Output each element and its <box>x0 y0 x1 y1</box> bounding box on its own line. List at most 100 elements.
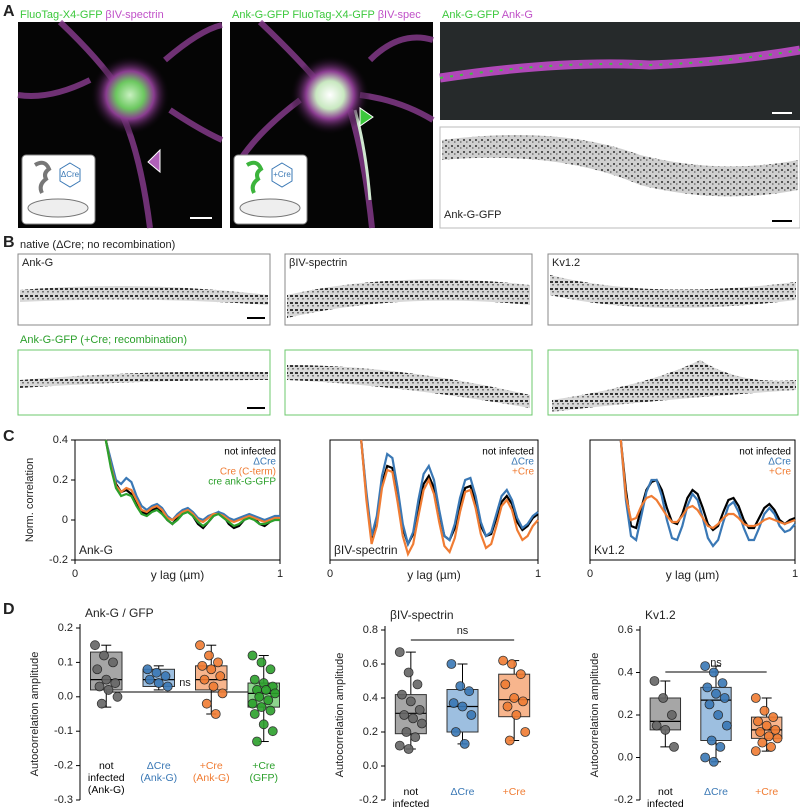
seahorse-icon <box>33 160 52 194</box>
y-axis-label: Autocorrelation amplitude <box>29 652 41 777</box>
data-point <box>412 679 423 690</box>
y-tick-label: 0.1 <box>58 656 73 668</box>
data-point <box>110 678 121 688</box>
category-label: not <box>99 760 114 772</box>
data-point <box>700 661 711 672</box>
row-title: Ank-G-GFP (+Cre; recombination) <box>20 334 187 346</box>
x-tick-label: 1 <box>535 568 541 580</box>
series-line <box>360 439 539 557</box>
panel-label: B <box>3 234 15 251</box>
panel-label: D <box>3 601 15 618</box>
data-point <box>265 705 276 716</box>
panel-inner-label: Kv1.2 <box>594 543 625 557</box>
y-tick-label: 0 <box>62 514 68 526</box>
data-point <box>254 691 265 702</box>
panel-inner-label: βIV-spectrin <box>334 543 398 557</box>
image-caption: Ank-G-GFP FluoTag-X4-GFP βIV-spec <box>232 9 421 21</box>
data-point <box>719 693 730 703</box>
data-point <box>753 716 763 727</box>
plot-frame <box>74 439 281 561</box>
data-point <box>515 669 526 680</box>
data-point <box>210 709 221 719</box>
axon <box>20 286 268 305</box>
category-label: (Ank-G) <box>140 772 177 784</box>
legend-entry: not infected <box>224 447 276 458</box>
data-point <box>518 696 528 707</box>
data-point <box>96 698 107 709</box>
data-point <box>715 741 726 752</box>
data-point <box>249 709 260 719</box>
data-point <box>766 741 776 752</box>
data-point <box>217 688 228 699</box>
panel-b: B native (ΔCre; no recombination) Ank-G … <box>3 234 799 416</box>
y-tick-label: 0.4 <box>363 692 378 704</box>
data-point <box>750 746 761 757</box>
data-point <box>252 736 262 747</box>
data-point <box>704 699 715 710</box>
category-label: infected <box>647 798 684 810</box>
hexagon-icon <box>271 162 293 188</box>
box-label: Kv1.2 <box>552 257 580 269</box>
data-point <box>507 659 517 669</box>
x-axis-label: y lag (µm) <box>407 568 461 582</box>
data-point <box>446 659 457 669</box>
seahorse-icon <box>245 160 264 194</box>
category-label: +Cre <box>252 760 275 772</box>
image-caption: Ank-G-GFP Ank-G <box>442 9 533 21</box>
data-point <box>448 698 459 708</box>
cell-body <box>90 55 170 135</box>
data-point <box>394 740 405 751</box>
data-point <box>162 681 173 692</box>
x-tick-label: 0 <box>327 568 333 580</box>
data-point <box>414 705 425 715</box>
data-point <box>455 681 466 691</box>
data-point <box>90 640 100 651</box>
axon <box>439 49 800 79</box>
data-point <box>768 712 779 723</box>
series-line <box>619 439 796 548</box>
legend-entry: +Cre <box>769 467 791 478</box>
series-line <box>104 439 280 522</box>
y-tick-label: 0.2 <box>58 622 73 634</box>
data-point <box>708 756 719 767</box>
data-point <box>144 674 155 685</box>
data-point <box>669 741 679 752</box>
data-point <box>660 724 671 735</box>
inset-label: ΔCre <box>61 170 80 179</box>
category-label: (Ank-G) <box>88 784 125 796</box>
plot-frame <box>589 439 796 561</box>
data-point <box>267 726 278 737</box>
data-point <box>247 698 258 709</box>
data-point <box>405 696 416 707</box>
legend-entry: ΔCre <box>253 457 276 468</box>
panel-inner-label: Ank-G <box>79 543 113 557</box>
data-point <box>706 735 717 746</box>
data-point <box>658 693 669 703</box>
arrowhead <box>359 107 374 127</box>
data-point <box>247 650 258 661</box>
axon <box>442 135 798 197</box>
data-point <box>401 727 412 737</box>
data-point <box>498 655 508 666</box>
data-point <box>94 681 105 692</box>
inset-label: +Cre <box>273 170 291 179</box>
data-point <box>399 710 410 720</box>
row-title: native (ΔCre; no recombination) <box>20 239 175 251</box>
image-caption: FluoTag-X4-GFP βIV-spectrin <box>20 9 164 21</box>
data-point <box>215 671 226 682</box>
category-label: (Ank-G) <box>193 772 230 784</box>
data-point <box>204 650 214 661</box>
y-tick-label: -0.2 <box>359 794 378 806</box>
data-point <box>213 657 223 668</box>
legend-entry: ΔCre <box>511 457 534 468</box>
data-point <box>761 720 772 731</box>
data-point <box>711 688 721 699</box>
data-point <box>511 710 522 720</box>
data-point <box>502 701 513 712</box>
image-caption: Ank-G-GFP <box>444 209 501 221</box>
data-point <box>249 674 260 685</box>
data-point <box>759 705 770 716</box>
data-point <box>700 752 711 763</box>
legend-entry: not infected <box>482 447 534 458</box>
data-point <box>702 682 713 693</box>
